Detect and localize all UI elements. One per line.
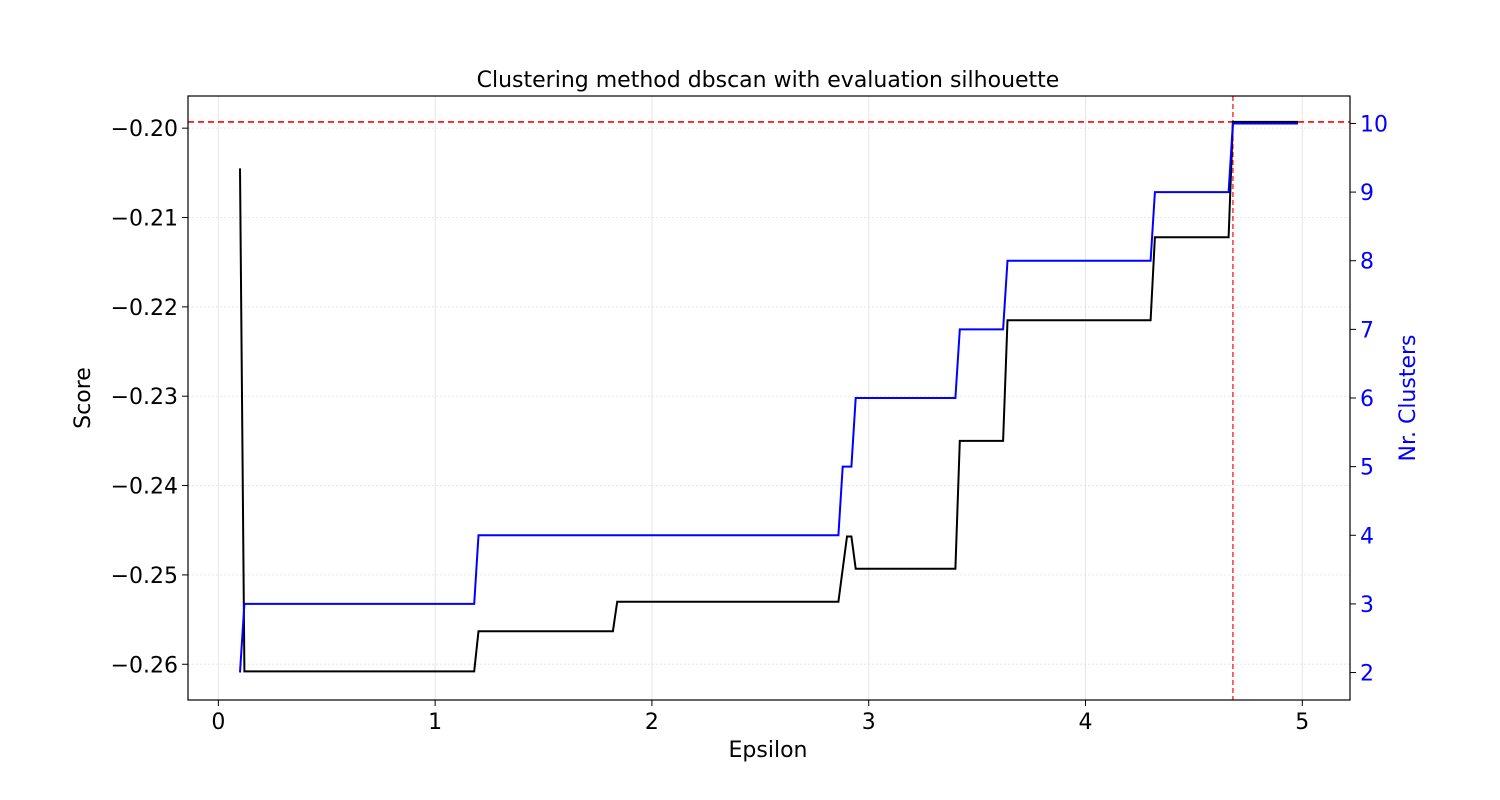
y-tick-label: −0.25 [111,564,178,589]
y-axis-label: Score [71,367,96,429]
x-tick-label: 2 [645,710,659,735]
y2-axis-ticks: 2 3 4 5 6 7 8 9 10 [1350,112,1388,687]
y2-tick-label: 7 [1360,318,1374,343]
y-tick-label: −0.20 [111,117,178,142]
y2-tick-label: 10 [1360,112,1388,137]
y2-tick-label: 5 [1360,456,1374,481]
y-tick-label: −0.22 [111,296,178,321]
y2-tick-label: 6 [1360,387,1374,412]
x-axis-ticks: 0 1 2 3 4 5 [211,700,1309,735]
grid [188,96,1350,700]
y2-tick-label: 4 [1360,524,1374,549]
score-series-line [239,120,1298,673]
x-tick-label: 4 [1079,710,1093,735]
x-tick-label: 1 [428,710,442,735]
clusters-series-line [239,122,1298,673]
x-tick-label: 5 [1295,710,1309,735]
y-tick-label: −0.21 [111,207,178,232]
y2-axis-label: Nr. Clusters [1396,334,1421,461]
y2-tick-label: 2 [1360,662,1374,687]
reference-lines [188,96,1350,700]
y-tick-label: −0.23 [111,385,178,410]
y2-tick-label: 9 [1360,181,1374,206]
chart-title: Clustering method dbscan with evaluation… [477,68,1060,93]
y2-tick-label: 8 [1360,250,1374,275]
x-tick-label: 3 [862,710,876,735]
y-axis-ticks: −0.20 −0.21 −0.22 −0.23 −0.24 −0.25 −0.26 [111,117,188,678]
x-axis-label: Epsilon [729,738,808,763]
series-lines [239,120,1298,673]
x-tick-label: 0 [211,710,225,735]
y-tick-label: −0.26 [111,653,178,678]
y2-tick-label: 3 [1360,593,1374,618]
y-tick-label: −0.24 [111,475,178,500]
